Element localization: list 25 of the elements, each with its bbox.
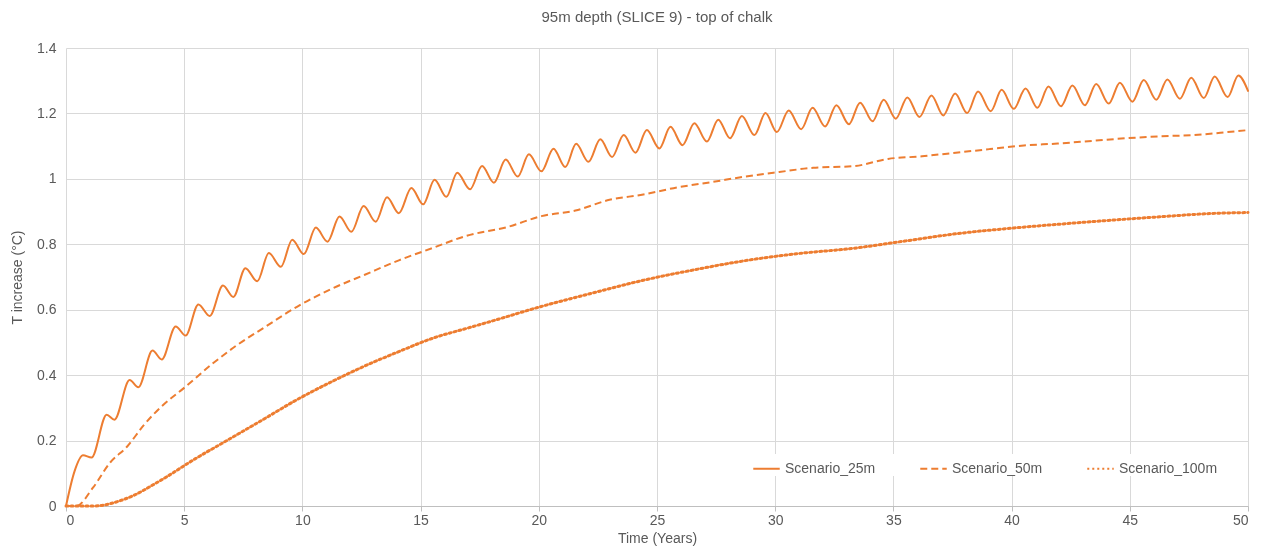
legend-label: Scenario_100m (1119, 459, 1218, 476)
y-tick-label: 1.4 (37, 39, 57, 56)
chart-title: 95m depth (SLICE 9) - top of chalk (541, 8, 773, 25)
y-tick-label: 0.4 (37, 366, 57, 383)
x-axis-title: Time (Years) (617, 529, 698, 546)
y-tick-label: 1.2 (37, 104, 57, 121)
y-tick-label: 0 (48, 497, 57, 514)
y-tick-label: 1 (48, 170, 57, 187)
x-tick-label: 35 (886, 511, 902, 528)
y-axis-title: T increase (°C) (9, 230, 26, 325)
x-tick-label: 5 (180, 511, 189, 528)
y-tick-label: 0.8 (37, 235, 57, 252)
x-tick-label: 0 (66, 511, 75, 528)
legend-label: Scenario_50m (952, 459, 1043, 476)
x-tick-label: 15 (413, 511, 430, 528)
x-tick-label: 25 (649, 511, 666, 528)
y-tick-label: 0.6 (37, 301, 57, 318)
y-tick-label: 0.2 (37, 432, 57, 449)
x-tick-label: 20 (531, 511, 548, 528)
x-tick-label: 45 (1122, 511, 1139, 528)
x-tick-label: 10 (295, 511, 311, 528)
x-tick-label: 30 (767, 511, 784, 528)
x-tick-label: 40 (1004, 511, 1021, 528)
legend-label: Scenario_25m (785, 459, 876, 476)
x-tick-label: 50 (1232, 511, 1249, 528)
